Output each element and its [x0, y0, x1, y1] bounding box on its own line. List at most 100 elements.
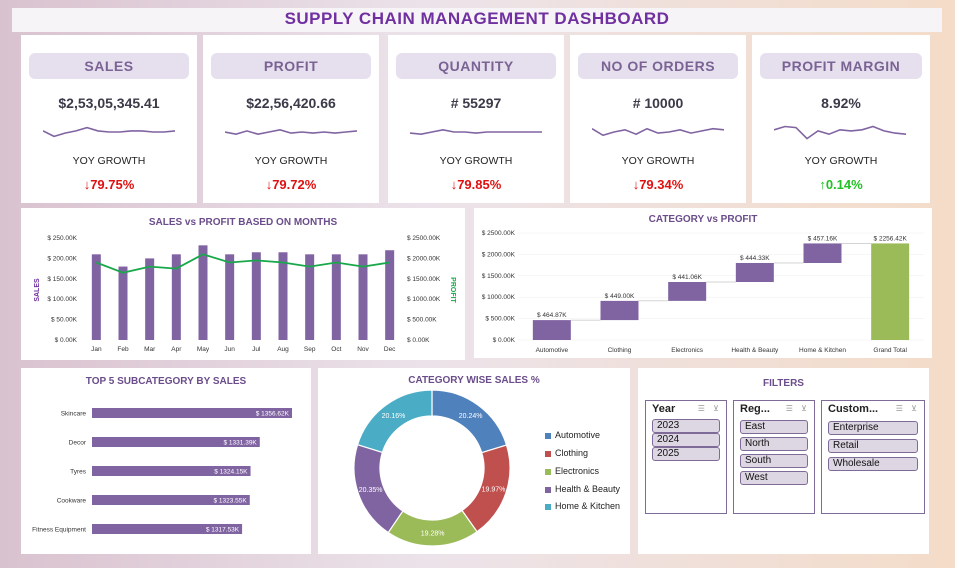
- x-tick-label: Feb: [117, 346, 129, 353]
- profit-line: [95, 253, 390, 274]
- y-tick-label: Decor: [69, 440, 87, 447]
- data-label: $ 1324.15K: [214, 469, 248, 476]
- yoy-growth-value: ↓79.72%: [265, 177, 317, 192]
- slicer-item-south[interactable]: South: [740, 454, 808, 468]
- yoy-label: YOY GROWTH: [439, 155, 513, 167]
- y-tick-label: $ 0.00K: [55, 337, 78, 344]
- multiselect-clear-filter-icons[interactable]: ☰ ⊻: [895, 404, 920, 413]
- multiselect-clear-filter-icons[interactable]: ☰ ⊻: [785, 404, 810, 413]
- y2-axis-title: PROFIT: [449, 277, 456, 303]
- x-tick-label: Electronics: [671, 347, 704, 354]
- y-tick-label: $ 2500.00K: [482, 230, 516, 237]
- category-profit-waterfall-chart: $ 0.00K $ 500.00K $ 1000.00K $ 1500.00K $ 20…: [482, 230, 924, 354]
- slicer-item-2023[interactable]: 2023: [652, 419, 720, 433]
- sales-bar: [385, 250, 395, 340]
- legend-item-clothing: Clothing: [545, 448, 588, 458]
- y-tick-label: Tyres: [70, 469, 87, 476]
- x-tick-label: Jun: [224, 346, 235, 353]
- legend-item-electronics: Electronics: [545, 466, 599, 476]
- x-tick-label: Nov: [357, 346, 369, 353]
- waterfall-bar: [532, 320, 571, 340]
- donut-slice: [431, 389, 508, 454]
- kpi-value: 8.92%: [821, 95, 861, 111]
- slicer-customer: Custom... ☰ ⊻ Enterprise Retail Wholesal…: [821, 400, 925, 514]
- sparkline-path: [774, 125, 906, 140]
- y2-tick-label: $ 1000.00K: [407, 296, 441, 303]
- sales-bar: [251, 252, 261, 340]
- x-tick-label: Health & Beauty: [731, 347, 779, 354]
- x-tick-label: Jan: [91, 346, 102, 353]
- kpi-label: PROFIT: [211, 53, 371, 79]
- y2-tick-label: $ 0.00K: [407, 337, 430, 344]
- subcategory-bar: [92, 466, 251, 476]
- y-tick-label: $ 1500.00K: [482, 273, 516, 280]
- top5-subcategory-chart: $ 1356.62K Skincare $ 1331.39K Decor $ 1324.…: [32, 408, 292, 534]
- data-label: $ 464.87K: [537, 312, 567, 319]
- kpi-card-orders: NO OF ORDERS # 10000 YOY GROWTH ↓79.34%: [570, 35, 746, 203]
- legend-swatch: [545, 468, 551, 475]
- slicer-item-west[interactable]: West: [740, 471, 808, 485]
- subcategory-bar: [92, 495, 250, 505]
- legend-swatch: [545, 432, 551, 439]
- kpi-sparkline: [592, 127, 724, 137]
- data-label: $ 449.00K: [605, 293, 635, 300]
- slicer-item-enterprise[interactable]: Enterprise: [828, 421, 918, 435]
- slice-label: 19.97%: [482, 486, 506, 493]
- category-sales-donut-panel: CATEGORY WISE SALES % 20.24% 19.97% 19.28%…: [318, 368, 630, 554]
- y-tick-label: $ 0.00K: [493, 337, 516, 344]
- title-bar: SUPPLY CHAIN MANAGEMENT DASHBOARD: [12, 8, 942, 32]
- legend-swatch: [545, 486, 551, 493]
- total-bar: [871, 243, 910, 340]
- y2-tick-label: $ 1500.00K: [407, 276, 441, 283]
- chart-title: SALES vs PROFIT BASED ON MONTHS: [148, 217, 338, 228]
- x-tick-label: Home & Kitchen: [799, 347, 846, 354]
- slicer-item-retail[interactable]: Retail: [828, 439, 918, 453]
- sales-bar: [171, 254, 181, 340]
- x-tick-label: Oct: [331, 346, 341, 353]
- waterfall-bar: [668, 282, 707, 301]
- y-tick-label: Skincare: [61, 411, 87, 418]
- sales-bar: [358, 254, 368, 340]
- y-tick-label: Cookware: [57, 498, 87, 505]
- data-label: $ 444.33K: [740, 255, 770, 262]
- chart-title: CATEGORY vs PROFIT: [648, 214, 758, 225]
- kpi-label: QUANTITY: [396, 53, 556, 79]
- x-tick-label: May: [197, 346, 210, 353]
- y-tick-label: $ 200.00K: [47, 255, 77, 262]
- legend-label: Home & Kitchen: [555, 501, 621, 511]
- slicer-region: Reg... ☰ ⊻ East North South West: [733, 400, 815, 514]
- sales-profit-chart: SALES PROFIT $ 0.00K $ 50.00K $ 100.00K $ 1…: [34, 235, 456, 353]
- legend-label: Health & Beauty: [555, 484, 621, 494]
- y-tick-label: $ 2000.00K: [482, 251, 516, 258]
- sales-bar: [331, 254, 341, 340]
- slice-label: 19.28%: [421, 530, 445, 537]
- data-label: $ 457.16K: [808, 235, 838, 242]
- slicer-item-north[interactable]: North: [740, 437, 808, 451]
- slicer-item-2025[interactable]: 2025: [652, 447, 720, 461]
- yoy-label: YOY GROWTH: [804, 155, 878, 167]
- slicer-item-east[interactable]: East: [740, 420, 808, 434]
- donut-slice: [356, 389, 433, 454]
- x-tick-label: Automotive: [536, 347, 569, 354]
- kpi-value: $22,56,420.66: [246, 95, 336, 111]
- kpi-label: PROFIT MARGIN: [760, 53, 922, 79]
- data-label: $ 1331.39K: [224, 440, 258, 447]
- slice-label: 20.35%: [359, 487, 383, 494]
- legend-swatch: [545, 503, 551, 510]
- subcategory-bar: [92, 408, 292, 418]
- y-tick-label: $ 50.00K: [51, 317, 78, 324]
- data-label: $ 1323.55K: [214, 498, 248, 505]
- y-tick-label: $ 150.00K: [47, 276, 77, 283]
- kpi-sparkline: [225, 128, 357, 136]
- slicer-item-2024[interactable]: 2024: [652, 433, 720, 447]
- slice-label: 20.24%: [459, 413, 483, 420]
- slicer-item-wholesale[interactable]: Wholesale: [828, 457, 918, 471]
- sparkline-path: [410, 128, 542, 136]
- chart-title: CATEGORY WISE SALES %: [408, 375, 540, 386]
- sales-bar: [145, 258, 155, 340]
- x-tick-label: Sep: [304, 346, 316, 353]
- yoy-label: YOY GROWTH: [254, 155, 328, 167]
- y2-tick-label: $ 2500.00K: [407, 235, 441, 242]
- y-tick-label: $ 250.00K: [47, 235, 77, 242]
- multiselect-clear-filter-icons[interactable]: ☰ ⊻: [697, 404, 722, 413]
